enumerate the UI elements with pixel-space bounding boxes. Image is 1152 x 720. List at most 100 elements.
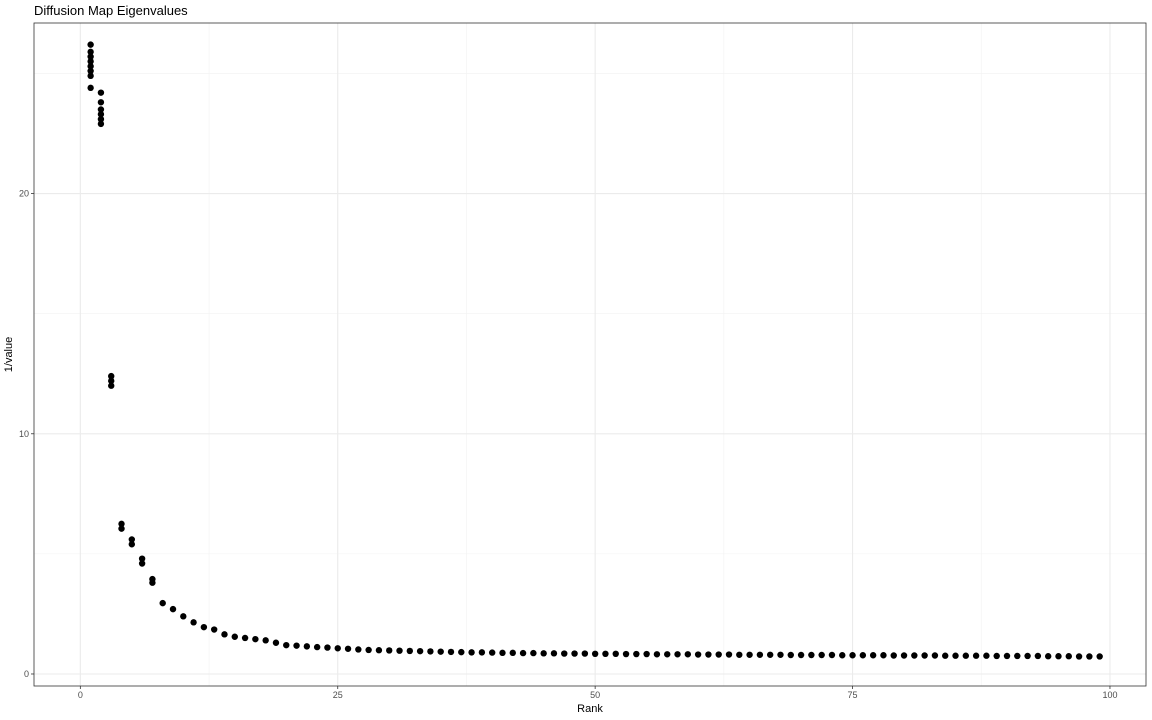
data-point [653, 651, 661, 658]
data-point [509, 649, 516, 657]
data-point [540, 650, 547, 657]
plot-panel [34, 23, 1146, 686]
data-point [241, 634, 249, 642]
data-point [664, 651, 671, 658]
data-point [169, 605, 177, 613]
data-point [612, 650, 619, 658]
data-point [87, 58, 94, 65]
data-point [499, 649, 506, 657]
grid-lines [34, 23, 1146, 686]
data-point [138, 560, 146, 567]
data-point [128, 541, 136, 548]
data-point [118, 520, 125, 528]
data-point [303, 643, 311, 650]
data-point [386, 647, 393, 654]
data-point [1096, 653, 1103, 660]
y-tick-label: 20 [19, 189, 29, 199]
data-point [797, 651, 805, 659]
data-point [530, 649, 537, 657]
data-point [1055, 653, 1062, 660]
data-point [87, 67, 94, 75]
x-tick-label: 25 [333, 690, 343, 700]
data-point [272, 639, 280, 646]
data-point [571, 650, 578, 657]
plot-border [33, 22, 1147, 687]
data-point [221, 631, 228, 638]
data-point [643, 650, 650, 658]
data-point [200, 623, 208, 631]
data-point [561, 650, 568, 657]
data-point [839, 652, 846, 659]
y-tick-label: 10 [19, 429, 29, 439]
data-point [746, 651, 753, 658]
y-axis-title: 1/value [3, 337, 15, 372]
data-point [118, 525, 125, 532]
data-point [869, 652, 877, 659]
data-point [818, 651, 825, 659]
data-point [488, 649, 496, 656]
data-point [602, 650, 609, 658]
y-tick-label: 0 [24, 669, 29, 679]
data-point [437, 648, 444, 655]
data-point [787, 651, 794, 659]
data-point [97, 89, 105, 96]
data-point [365, 646, 372, 654]
data-point [880, 652, 887, 659]
data-point [108, 382, 115, 389]
data-point [478, 649, 486, 656]
x-tick-label: 50 [590, 690, 600, 700]
data-point [108, 372, 115, 380]
data-point [591, 650, 599, 658]
data-point [324, 644, 331, 651]
data-point [766, 651, 774, 658]
data-point [87, 63, 94, 70]
data-point [210, 626, 218, 633]
data-point [849, 652, 856, 659]
data-point [262, 637, 269, 644]
data-point [828, 651, 836, 659]
data-point [180, 613, 187, 620]
data-point [334, 645, 341, 652]
data-point [952, 652, 959, 659]
data-point [97, 99, 105, 106]
data-point [736, 651, 743, 658]
data-point [1014, 652, 1021, 660]
data-point [108, 377, 115, 385]
data-point [993, 652, 1000, 660]
data-point [931, 652, 939, 659]
data-point [416, 647, 424, 655]
data-point [97, 111, 105, 118]
data-point [622, 650, 630, 658]
data-points [87, 41, 1103, 660]
data-point [962, 652, 970, 659]
data-point [550, 650, 558, 657]
data-point [942, 652, 949, 659]
data-point [458, 648, 465, 656]
data-point [1003, 652, 1011, 660]
data-point [633, 650, 640, 658]
data-point [252, 635, 259, 643]
data-point [1065, 653, 1072, 660]
x-tick-label: 75 [848, 690, 858, 700]
axes: 0 25 50 75 100 0 10 20 [19, 189, 1117, 700]
data-point [694, 651, 702, 658]
data-point [87, 84, 94, 92]
data-point [900, 652, 908, 659]
data-point [1024, 652, 1031, 660]
chart-title: Diffusion Map Eigenvalues [34, 3, 188, 18]
data-point [859, 652, 867, 659]
data-point [983, 652, 990, 659]
x-axis-title: Rank [577, 703, 603, 715]
x-tick-label: 100 [1102, 690, 1117, 700]
data-point [972, 652, 980, 659]
data-point [87, 41, 94, 48]
data-point [231, 633, 238, 640]
data-point [921, 652, 928, 659]
data-point [725, 651, 733, 658]
data-point [87, 53, 94, 60]
data-point [674, 651, 681, 658]
data-point [396, 647, 403, 654]
data-point [344, 645, 352, 652]
data-point [159, 599, 166, 607]
